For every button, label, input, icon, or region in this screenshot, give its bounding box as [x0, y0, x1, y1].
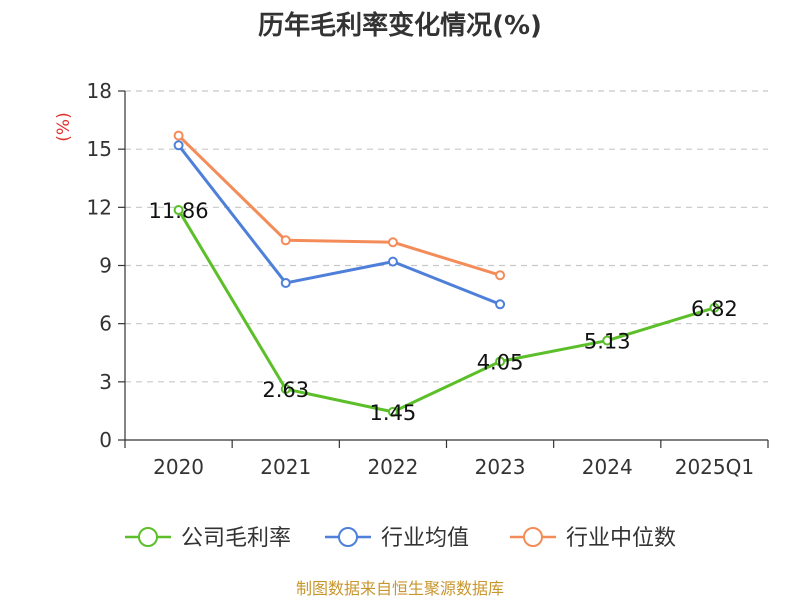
- data-point: [387, 256, 398, 267]
- y-tick-label: 15: [87, 137, 112, 161]
- x-tick-label: 2023: [475, 455, 526, 479]
- data-point: [173, 205, 184, 216]
- data-point: [280, 235, 291, 246]
- y-axis-unit: (%): [54, 112, 74, 141]
- legend-marker-icon: [138, 527, 158, 547]
- data-point: [173, 130, 184, 141]
- series-lines: [173, 130, 720, 417]
- data-point: [173, 140, 184, 151]
- y-tick-label: 3: [99, 370, 112, 394]
- series-line-2: [177, 134, 501, 277]
- data-point: [495, 270, 506, 281]
- data-point: [387, 406, 398, 417]
- data-point: [495, 299, 506, 310]
- data-label: 6.82: [691, 297, 738, 321]
- y-tick-label: 9: [99, 254, 112, 278]
- data-point: [280, 384, 291, 395]
- y-tick-label: 18: [87, 79, 112, 103]
- data-label: 1.45: [370, 401, 417, 425]
- legend-label: 公司毛利率: [181, 526, 291, 551]
- x-tick-label: 2020: [153, 455, 204, 479]
- data-label: 4.05: [477, 350, 524, 374]
- data-point: [709, 302, 720, 313]
- series-line-1: [177, 144, 501, 306]
- data-label: 2.63: [262, 378, 309, 402]
- legend-marker-icon: [338, 527, 358, 547]
- data-point: [280, 277, 291, 288]
- grid-lines: [125, 90, 768, 383]
- legend-label: 行业均值: [381, 526, 469, 551]
- data-label: 11.86: [149, 199, 209, 223]
- y-tick-label: 0: [99, 428, 112, 452]
- legend: 公司毛利率 行业均值 行业中位数: [125, 526, 676, 551]
- x-tick-label: 2025Q1: [675, 455, 754, 479]
- x-tick-label: 2021: [260, 455, 311, 479]
- data-point: [602, 335, 613, 346]
- x-tick-label: 2024: [582, 455, 633, 479]
- y-tick-label: 12: [87, 195, 112, 219]
- data-point: [387, 237, 398, 248]
- y-tick-label: 6: [99, 312, 112, 336]
- legend-marker-icon: [523, 527, 543, 547]
- data-point: [495, 356, 506, 367]
- series-line-0: [177, 209, 715, 414]
- data-labels: 11.86 2.63 1.45 4.05 5.13 6.82: [149, 199, 738, 425]
- legend-label: 行业中位数: [566, 526, 676, 551]
- axes: 0 3 6 9 12 15 18 2020 2021 2022 2023 2024 2025Q1: [87, 79, 769, 479]
- x-tick-label: 2022: [367, 455, 418, 479]
- data-label: 5.13: [584, 330, 631, 354]
- source-note: 制图数据来自恒生聚源数据库: [296, 579, 504, 598]
- chart-title: 历年毛利率变化情况(%): [258, 10, 542, 41]
